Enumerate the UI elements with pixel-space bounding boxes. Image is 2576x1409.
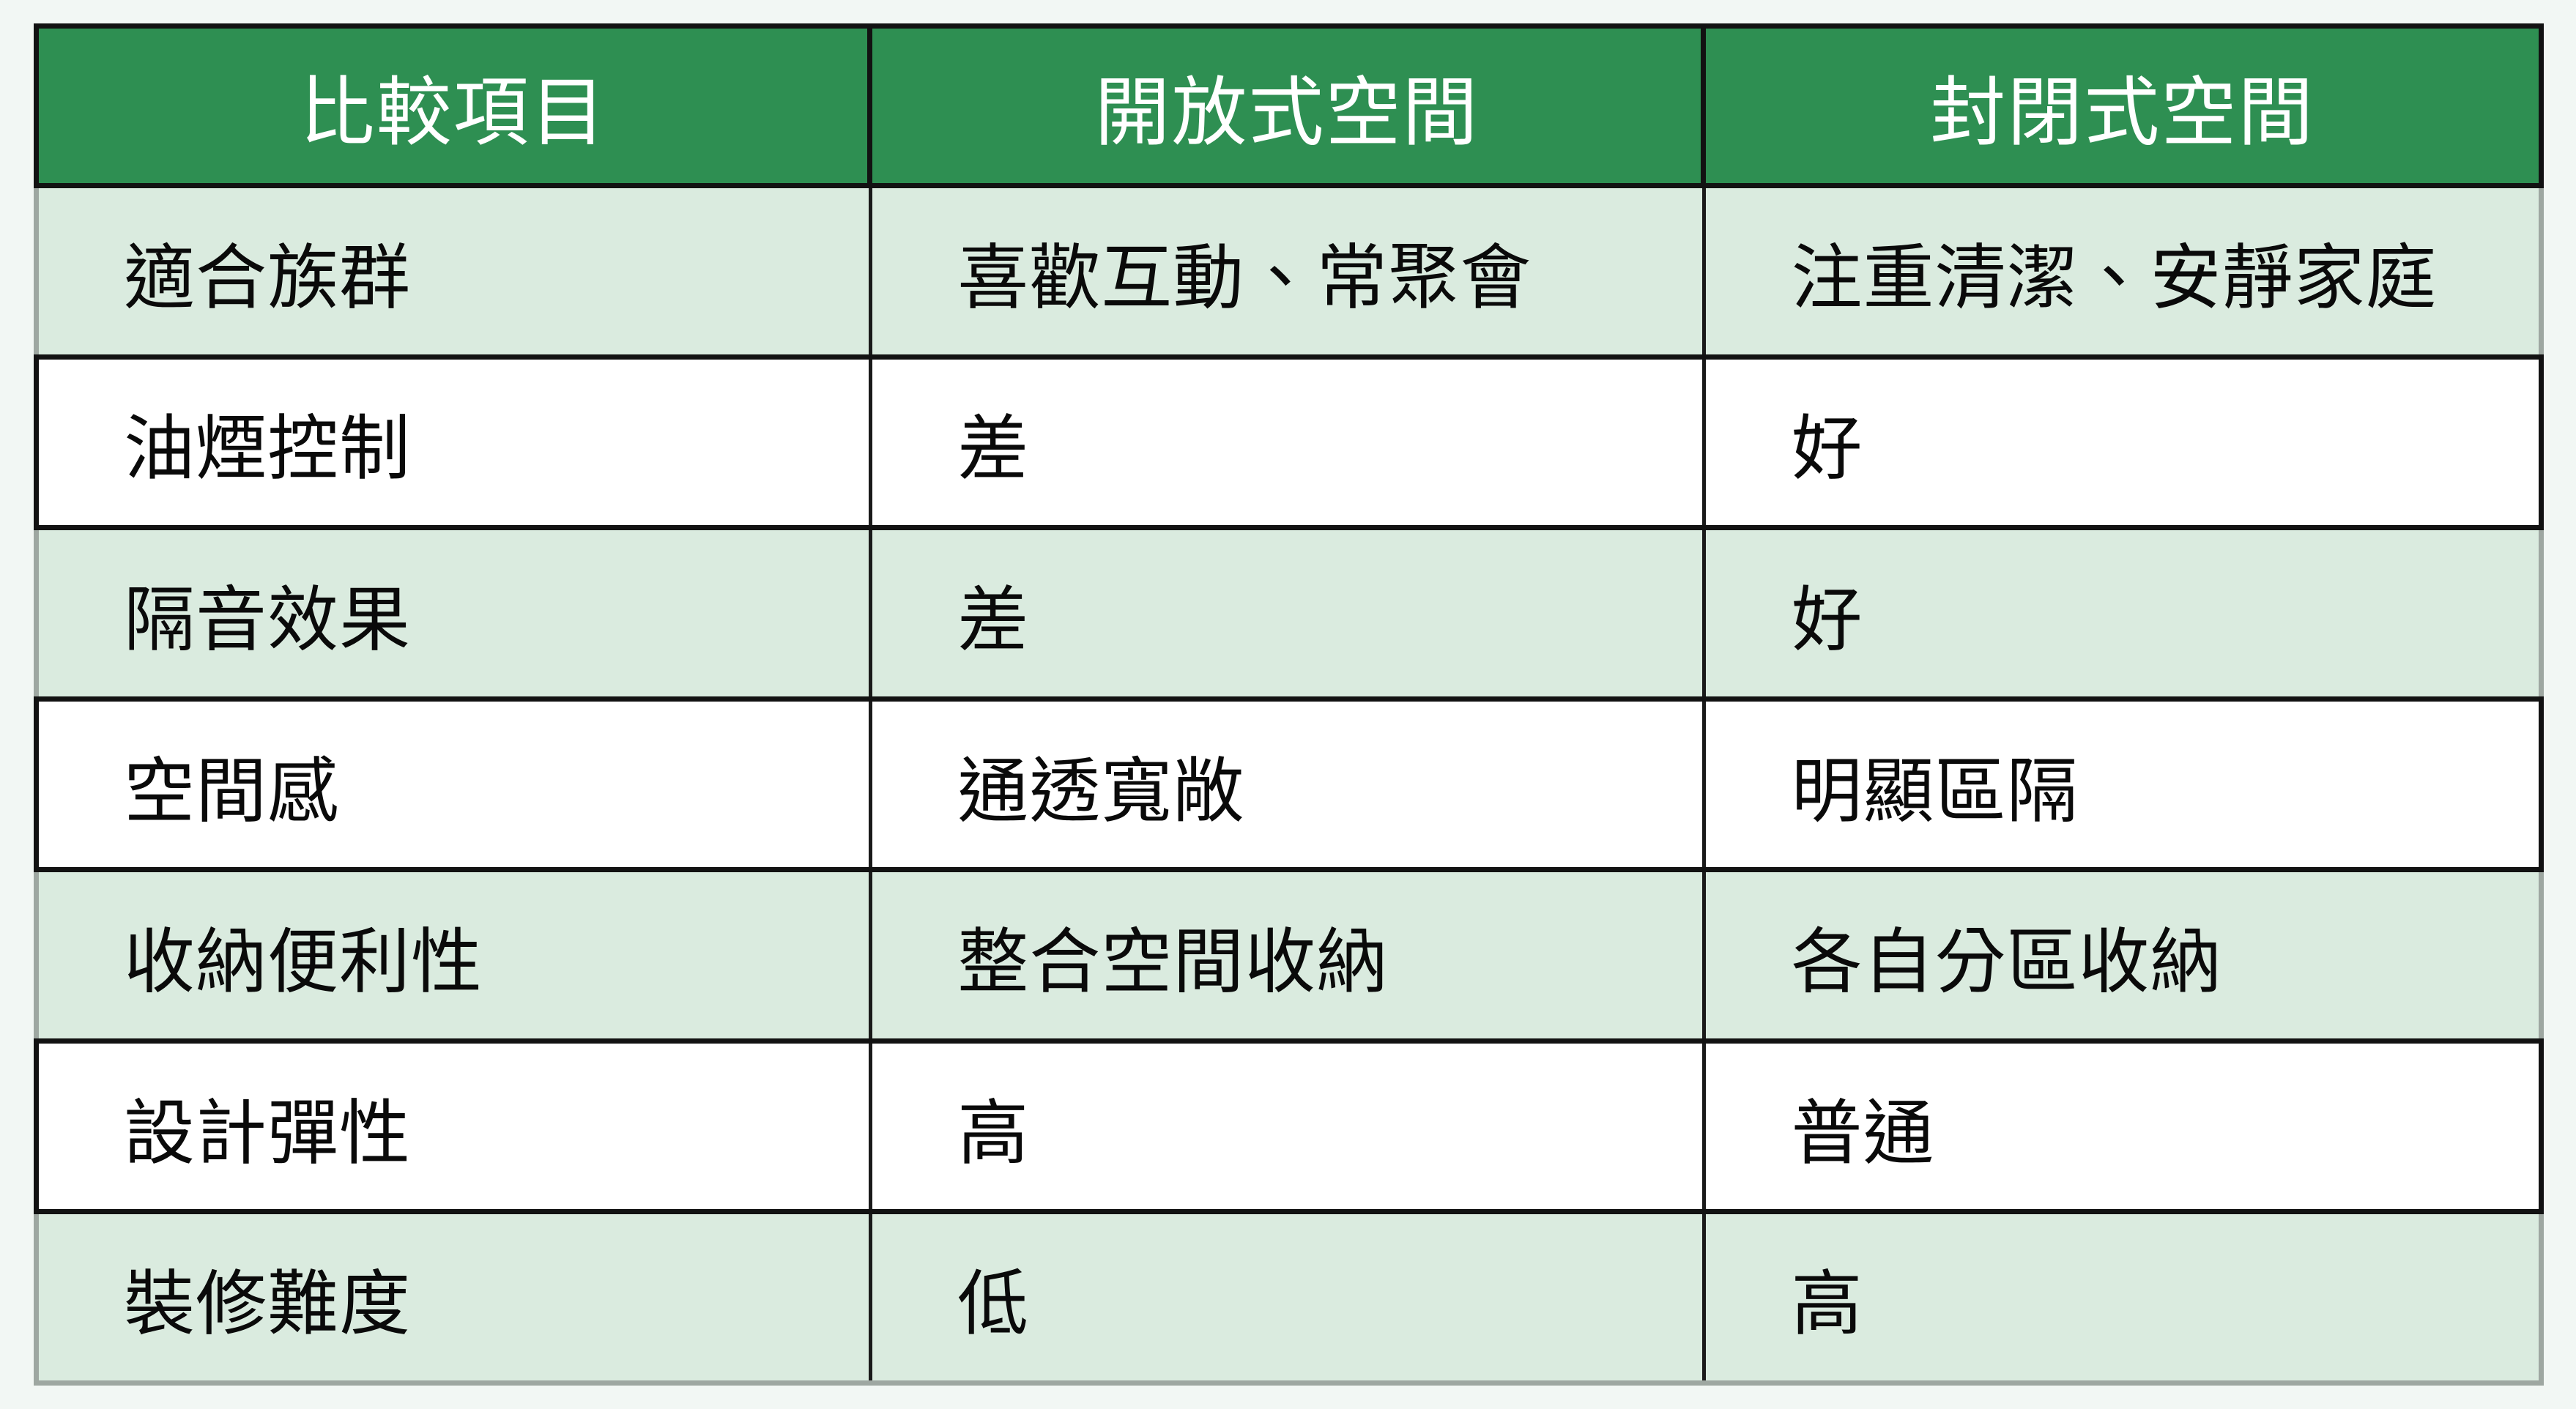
cell-text: 低	[957, 1263, 1030, 1346]
cell-text: 高	[1791, 1263, 1863, 1346]
table-cell: 空間感	[39, 701, 873, 868]
table-cell: 高	[1706, 1214, 2539, 1380]
cell-text: 普通	[1791, 1091, 1935, 1175]
table-row-sound-insulation: 隔音效果 差 好	[34, 530, 2544, 696]
cell-text: 收納便利性	[124, 921, 483, 1004]
cell-text: 空間感	[124, 749, 339, 833]
cell-text: 隔音效果	[124, 578, 411, 661]
cell-text: 整合空間收納	[957, 921, 1389, 1004]
cell-text: 設計彈性	[124, 1091, 411, 1175]
header-label: 封閉式空間	[1930, 69, 2315, 157]
header-label: 比較項目	[299, 69, 607, 157]
table-cell: 注重清潔、安靜家庭	[1706, 188, 2539, 354]
cell-text: 注重清潔、安靜家庭	[1791, 236, 2438, 319]
header-cell-compare-item: 比較項目	[39, 29, 873, 183]
table-cell: 普通	[1706, 1044, 2539, 1210]
cell-text: 裝修難度	[124, 1263, 411, 1346]
table-row-sense-of-space: 空間感 通透寬敞 明顯區隔	[34, 696, 2544, 873]
header-label: 開放式空間	[1094, 69, 1480, 157]
table-row-storage-convenience: 收納便利性 整合空間收納 各自分區收納	[34, 872, 2544, 1038]
table-cell: 隔音效果	[39, 530, 873, 696]
cell-text: 各自分區收納	[1791, 921, 2222, 1004]
cell-text: 好	[1791, 578, 1863, 661]
comparison-table: 比較項目 開放式空間 封閉式空間 適合族群 喜歡互動、常聚會 注重清潔、安靜家庭…	[34, 23, 2544, 1386]
table-row-design-flexibility: 設計彈性 高 普通	[34, 1038, 2544, 1215]
cell-text: 喜歡互動、常聚會	[957, 236, 1532, 319]
table-cell: 適合族群	[39, 188, 873, 354]
table-row-renovation-difficulty: 裝修難度 低 高	[34, 1214, 2544, 1381]
table-cell: 裝修難度	[39, 1214, 873, 1381]
table-cell: 收納便利性	[39, 872, 873, 1038]
table-row-suitable-group: 適合族群 喜歡互動、常聚會 注重清潔、安靜家庭	[34, 188, 2544, 354]
cell-text: 油煙控制	[124, 407, 411, 491]
header-cell-closed-space: 封閉式空間	[1706, 29, 2539, 183]
table-cell: 整合空間收納	[872, 872, 1707, 1038]
table-cell: 通透寬敞	[872, 701, 1707, 868]
cell-text: 好	[1791, 407, 1863, 491]
table-cell: 差	[872, 530, 1707, 696]
table-header-row: 比較項目 開放式空間 封閉式空間	[34, 23, 2544, 188]
header-cell-open-space: 開放式空間	[872, 29, 1707, 183]
cell-text: 明顯區隔	[1791, 749, 2079, 833]
cell-text: 通透寬敞	[957, 749, 1245, 833]
table-cell: 高	[872, 1043, 1707, 1210]
table-cell: 喜歡互動、常聚會	[872, 188, 1707, 354]
table-cell: 油煙控制	[39, 359, 873, 526]
cell-text: 差	[957, 578, 1030, 661]
table-cell: 好	[1706, 530, 2539, 696]
cell-text: 高	[957, 1091, 1030, 1175]
table-row-fume-control: 油煙控制 差 好	[34, 354, 2544, 531]
table-cell: 各自分區收納	[1706, 872, 2539, 1038]
cell-text: 差	[957, 407, 1030, 491]
table-cell: 設計彈性	[39, 1043, 873, 1210]
table-cell: 低	[872, 1214, 1707, 1381]
cell-text: 適合族群	[124, 236, 411, 319]
table-cell: 好	[1706, 360, 2539, 526]
table-cell: 差	[872, 359, 1707, 526]
table-cell: 明顯區隔	[1706, 702, 2539, 868]
